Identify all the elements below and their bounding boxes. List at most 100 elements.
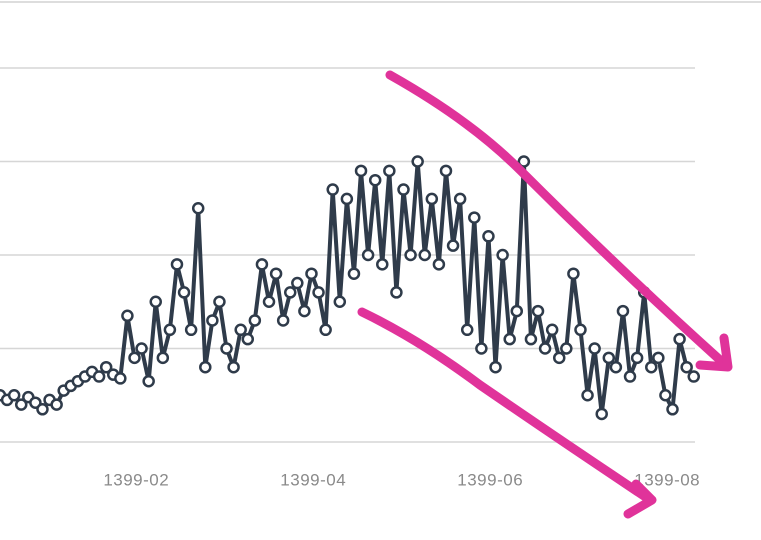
data-point — [673, 332, 686, 346]
data-point — [156, 351, 170, 365]
data-point — [354, 164, 368, 178]
data-point — [312, 286, 325, 299]
data-point — [206, 314, 219, 327]
data-point — [538, 342, 552, 355]
x-tick-label: 1399-08 — [634, 470, 700, 489]
data-point — [609, 360, 623, 374]
data-point — [234, 323, 247, 337]
arrow-lower — [357, 307, 655, 505]
data-point — [326, 183, 339, 196]
data-point — [652, 351, 665, 365]
data-point — [560, 342, 573, 355]
data-point — [397, 183, 410, 196]
data-point — [184, 323, 198, 337]
data-point — [149, 295, 162, 308]
data-point — [361, 248, 375, 262]
data-point — [114, 372, 127, 385]
data-point — [333, 295, 347, 308]
data-point — [283, 286, 297, 299]
data-point — [241, 332, 255, 346]
data-point — [291, 276, 304, 290]
data-point — [14, 398, 28, 411]
data-point — [602, 351, 616, 365]
data-point — [453, 192, 467, 206]
data-point — [468, 211, 481, 224]
data-point — [298, 304, 311, 318]
data-point — [616, 304, 630, 318]
data-point — [262, 295, 276, 308]
data-point — [227, 360, 240, 374]
data-point — [432, 258, 446, 271]
data-point — [142, 374, 155, 388]
data-point — [489, 360, 502, 374]
data-point — [135, 342, 148, 355]
data-point — [92, 370, 106, 383]
data-point — [545, 323, 559, 337]
annotation-arrows — [357, 70, 733, 519]
data-point — [581, 389, 594, 402]
data-point — [347, 267, 361, 280]
arrow-lower-head — [623, 479, 657, 519]
data-point — [163, 323, 177, 337]
data-point — [595, 407, 608, 421]
data-point — [482, 230, 495, 243]
data-point — [687, 370, 700, 383]
data-point — [36, 403, 49, 416]
data-point — [659, 389, 672, 402]
data-point — [418, 248, 431, 262]
data-point — [475, 342, 488, 355]
data-point — [248, 314, 262, 327]
data-point — [517, 155, 531, 168]
data-point — [680, 360, 693, 374]
data-point — [319, 323, 332, 337]
arrow-upper — [385, 70, 725, 365]
data-point — [552, 351, 566, 365]
data-point — [368, 173, 382, 187]
data-point — [425, 192, 439, 206]
x-tick-label: 1399-02 — [103, 470, 169, 489]
plot — [0, 155, 700, 421]
data-point — [390, 286, 403, 299]
x-tick-label: 1399-04 — [280, 470, 346, 489]
data-point — [645, 360, 658, 374]
data-point — [383, 164, 396, 178]
data-point — [503, 332, 516, 346]
x-axis: 1399-02 1399-04 1399-06 1399-08 — [103, 470, 700, 489]
arrow-upper-head — [695, 333, 733, 372]
data-point — [220, 342, 233, 355]
data-point — [446, 239, 460, 252]
data-point — [574, 323, 587, 337]
data-point — [269, 267, 283, 280]
data-point — [121, 309, 134, 323]
data-point — [496, 248, 509, 262]
data-point — [567, 267, 580, 280]
data-point — [439, 164, 453, 178]
data-point — [7, 389, 21, 402]
data-point — [588, 342, 601, 355]
data-point — [510, 304, 524, 318]
data-point — [170, 258, 184, 271]
grid — [0, 67, 695, 443]
data-point — [177, 286, 191, 299]
data-point — [531, 304, 545, 318]
x-tick-label: 1399-06 — [457, 470, 523, 489]
data-point — [623, 370, 637, 383]
data-point — [191, 202, 205, 215]
data-point — [213, 295, 226, 308]
data-point — [630, 351, 644, 365]
data-point — [376, 258, 389, 271]
data-point — [340, 192, 354, 206]
data-point — [305, 267, 318, 280]
data-point — [404, 248, 417, 262]
data-point — [524, 332, 538, 346]
data-point — [99, 360, 113, 374]
data-point — [276, 314, 290, 327]
data-point — [411, 155, 424, 168]
data-point — [666, 403, 679, 416]
data-point — [128, 351, 141, 365]
data-point — [50, 398, 63, 411]
data-point — [199, 360, 212, 374]
data-point — [460, 323, 474, 337]
data-point — [255, 258, 269, 271]
